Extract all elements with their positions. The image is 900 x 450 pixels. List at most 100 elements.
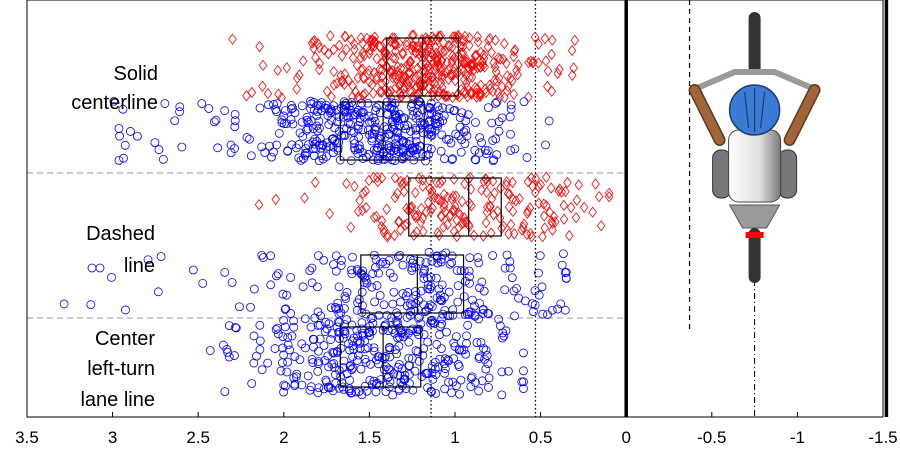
data-point <box>368 313 377 323</box>
data-point <box>312 111 322 121</box>
data-point <box>557 186 566 198</box>
data-point <box>479 304 488 314</box>
data-point <box>372 52 382 65</box>
data-point <box>469 229 479 242</box>
data-point <box>352 325 362 335</box>
x-tick-label: 1 <box>450 428 459 447</box>
series-4 <box>205 310 528 400</box>
data-point <box>363 98 373 108</box>
data-point <box>435 30 444 43</box>
data-point <box>459 211 469 224</box>
data-point <box>198 278 208 288</box>
data-point <box>555 63 564 76</box>
data-point <box>287 140 297 150</box>
data-point <box>506 104 516 114</box>
data-point <box>458 35 468 47</box>
data-point <box>320 327 330 337</box>
data-point <box>310 134 320 144</box>
data-point <box>448 204 458 216</box>
data-point <box>445 259 455 269</box>
data-point <box>556 299 566 309</box>
data-point <box>459 266 469 276</box>
data-point <box>393 128 403 138</box>
data-point <box>334 282 344 292</box>
data-point <box>534 38 543 50</box>
data-point <box>324 319 334 329</box>
data-point <box>434 86 444 98</box>
data-point <box>408 145 418 155</box>
data-point <box>484 383 493 392</box>
data-point <box>478 56 487 68</box>
data-point <box>534 290 544 300</box>
data-point <box>271 325 281 334</box>
data-point <box>388 32 397 44</box>
data-point <box>382 203 391 215</box>
data-point <box>486 200 495 212</box>
data-point <box>538 231 547 243</box>
data-point <box>277 118 287 128</box>
data-point <box>410 209 420 221</box>
data-point <box>432 251 442 261</box>
data-point <box>361 185 370 197</box>
data-point <box>156 252 166 261</box>
data-point <box>437 280 447 290</box>
data-point <box>327 328 337 338</box>
data-point <box>300 314 310 324</box>
rear-wheel <box>748 228 761 283</box>
data-point <box>126 127 135 136</box>
data-point <box>409 229 419 241</box>
data-point <box>514 59 523 71</box>
data-point <box>245 134 254 144</box>
data-point <box>332 138 342 148</box>
data-point <box>377 215 387 227</box>
data-point <box>329 79 339 91</box>
data-point <box>455 91 464 103</box>
data-point <box>315 320 325 330</box>
data-point <box>211 115 221 125</box>
data-point <box>440 364 450 374</box>
data-point <box>421 368 431 378</box>
data-point <box>115 131 124 141</box>
data-point <box>279 315 289 325</box>
data-point <box>357 324 367 334</box>
data-point <box>277 92 286 104</box>
data-point <box>428 71 438 83</box>
data-point <box>283 340 293 350</box>
data-point <box>419 330 429 339</box>
data-point <box>559 249 568 259</box>
data-point <box>398 381 407 391</box>
data-point <box>260 148 270 158</box>
data-point <box>530 300 540 310</box>
data-point <box>150 138 160 148</box>
data-point <box>523 207 532 219</box>
box-iqr <box>408 177 502 237</box>
data-point <box>460 178 469 190</box>
data-point <box>407 44 417 56</box>
data-point <box>332 77 342 89</box>
data-point <box>425 103 434 113</box>
data-point <box>303 371 313 381</box>
data-point <box>355 117 365 127</box>
data-point <box>399 152 409 162</box>
data-point <box>410 73 420 85</box>
data-point <box>242 133 252 142</box>
data-point <box>365 47 374 60</box>
data-point <box>530 286 540 295</box>
data-point <box>565 229 574 242</box>
data-point <box>406 102 416 111</box>
data-point <box>563 176 572 189</box>
group-label: Center <box>95 328 155 350</box>
data-point <box>296 155 306 165</box>
data-point <box>375 291 385 300</box>
data-point <box>435 330 444 340</box>
data-point <box>379 300 389 310</box>
data-point <box>559 213 569 225</box>
data-point <box>197 99 207 108</box>
data-point <box>334 334 344 343</box>
data-point <box>539 198 548 210</box>
seat <box>728 204 781 229</box>
data-point <box>427 127 436 137</box>
data-point <box>426 62 435 75</box>
data-point <box>402 301 412 311</box>
x-tick-label: 1.5 <box>358 428 382 447</box>
